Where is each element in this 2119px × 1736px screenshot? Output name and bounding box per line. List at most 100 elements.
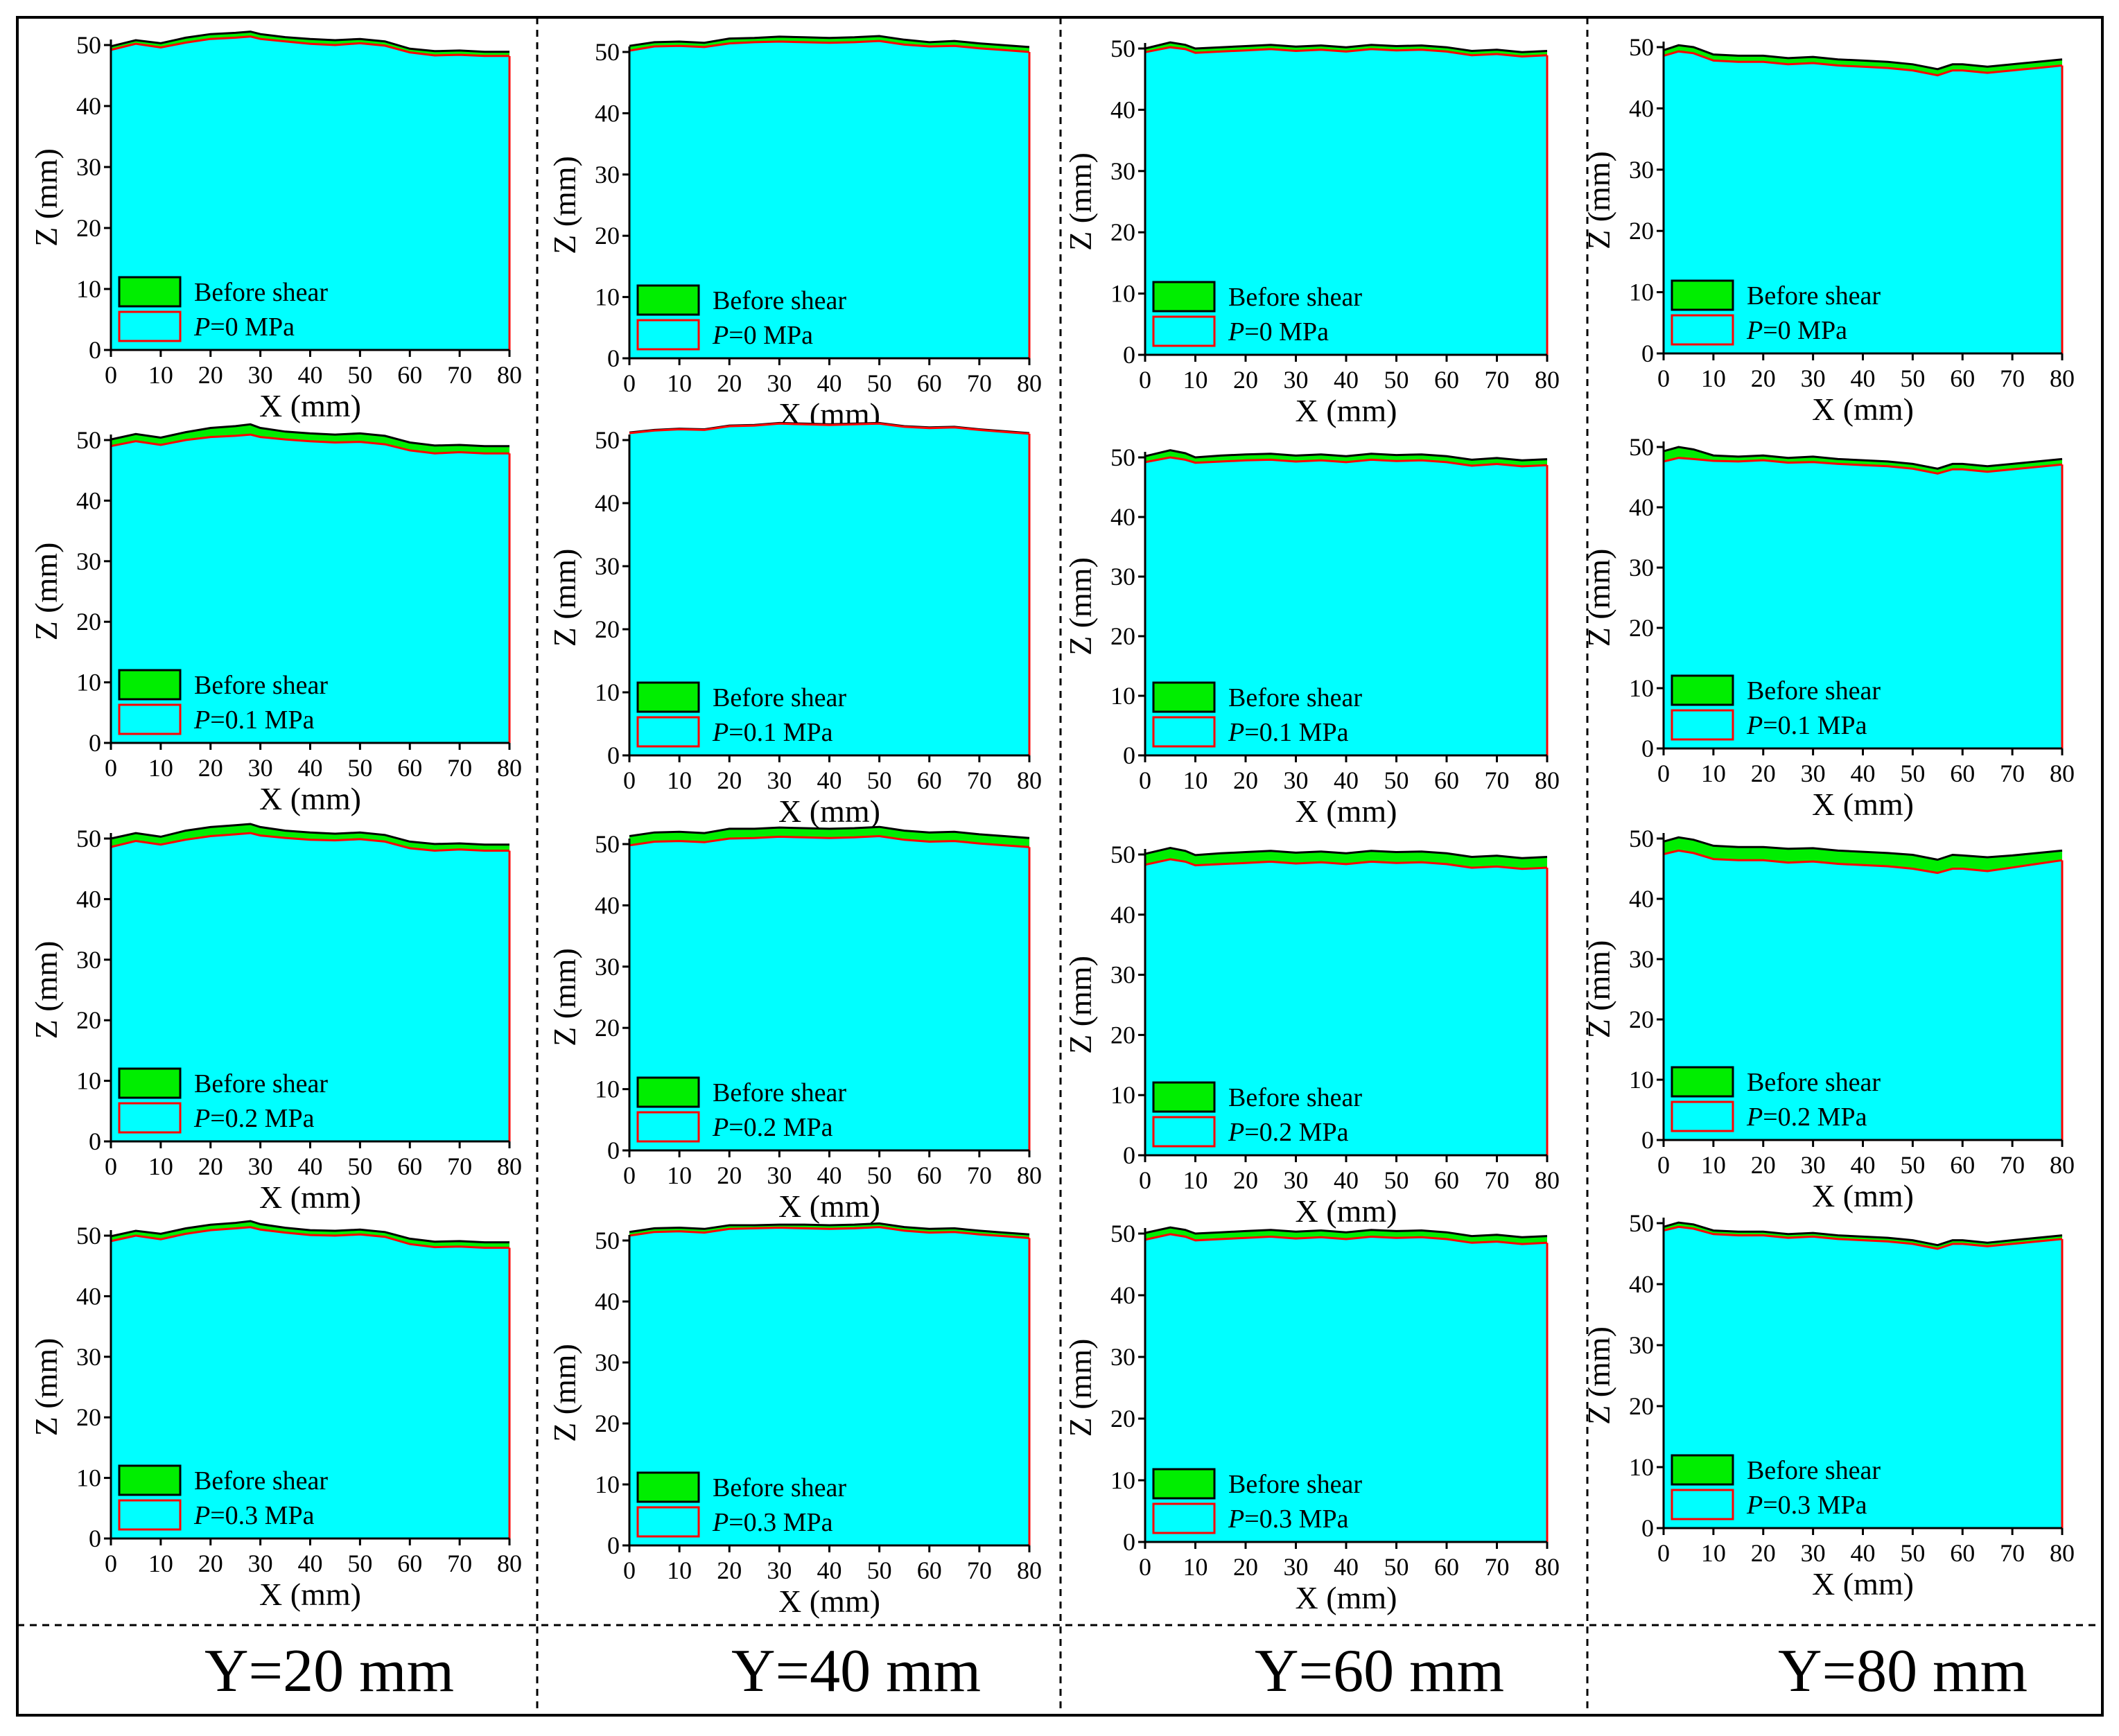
- before-shear-profile-line: [110, 30, 509, 53]
- x-tick-label: 0: [105, 1152, 117, 1180]
- before-shear-profile-line: [1663, 446, 2063, 470]
- column-labels: Y=20 mm Y=40 mm Y=60 mm Y=80 mm: [204, 1638, 2028, 1705]
- x-tick-label: 60: [1950, 365, 1975, 392]
- legend-pressure-symbol: P: [712, 1508, 729, 1537]
- y-tick-label: 10: [595, 1471, 620, 1498]
- y-axis-label: Z (mm): [1063, 956, 1098, 1054]
- x-tick-label: 80: [2050, 760, 2075, 787]
- legend-label-before: Before shear: [1747, 281, 1881, 310]
- y-tick-label: 30: [76, 1343, 101, 1371]
- y-axis-label: Z (mm): [1581, 940, 1616, 1039]
- x-tick-label: 50: [867, 766, 892, 794]
- after-shear-area: [1145, 457, 1547, 755]
- legend-pressure-symbol: P: [1746, 1103, 1763, 1132]
- y-tick-label: 0: [1641, 1126, 1654, 1154]
- y-axis-label: Z (mm): [1581, 549, 1616, 647]
- x-tick-label: 70: [967, 369, 992, 397]
- y-tick-label: 10: [1629, 279, 1654, 306]
- x-tick-label: 70: [2000, 1539, 2025, 1567]
- legend-label-after: P=0.1 MPa: [193, 705, 315, 735]
- legend-label-before: Before shear: [194, 671, 328, 700]
- legend-label-after: P=0.2 MPa: [193, 1104, 315, 1133]
- x-tick-label: 40: [298, 1152, 323, 1180]
- x-tick-label: 70: [2000, 365, 2025, 392]
- y-tick-label: 40: [595, 99, 620, 127]
- x-tick-label: 60: [1434, 366, 1459, 394]
- after-shear-area: [111, 833, 509, 1141]
- after-shear-area: [111, 1227, 509, 1538]
- legend-label-after: P=0.2 MPa: [1746, 1103, 1867, 1132]
- x-tick-label: 60: [397, 754, 422, 782]
- x-tick-label: 60: [917, 1557, 942, 1584]
- legend-pressure-value: =0.1 MPa: [210, 705, 314, 735]
- x-axis-label: X (mm): [1296, 794, 1397, 829]
- after-shear-profile-line: [629, 40, 1030, 53]
- y-tick-label: 40: [76, 486, 101, 514]
- x-tick-label: 60: [397, 1550, 422, 1577]
- y-tick-label: 30: [1629, 156, 1654, 184]
- x-tick-label: 50: [867, 1557, 892, 1584]
- y-tick-label: 30: [595, 1349, 620, 1376]
- y-axis-label: Z (mm): [28, 1338, 64, 1437]
- legend-pressure-value: =0 MPa: [1763, 316, 1847, 345]
- legend-swatch-before: [1671, 674, 1734, 706]
- after-shear-area: [629, 41, 1029, 358]
- x-tick-label: 10: [1183, 1166, 1208, 1194]
- x-axis-label: X (mm): [778, 1584, 880, 1619]
- x-tick-label: 30: [248, 1152, 273, 1180]
- legend-pressure-symbol: P: [1228, 317, 1244, 347]
- y-tick-label: 40: [76, 1282, 101, 1310]
- x-tick-label: 30: [767, 1557, 792, 1584]
- after-shear-area: [629, 423, 1029, 755]
- after-shear-profile-line: [1663, 849, 2063, 875]
- y-tick-label: 20: [76, 1006, 101, 1034]
- x-axis-label: X (mm): [259, 388, 361, 423]
- x-tick-label: 20: [717, 369, 742, 397]
- y-tick-label: 10: [1110, 280, 1135, 308]
- x-tick-label: 50: [1384, 766, 1409, 794]
- x-tick-label: 60: [1950, 1539, 1975, 1567]
- x-tick-label: 60: [1434, 766, 1459, 794]
- y-tick-label: 20: [1110, 218, 1135, 246]
- x-tick-label: 70: [1485, 1553, 1510, 1581]
- x-axis-label: X (mm): [259, 1577, 361, 1612]
- y-tick-label: 20: [595, 1014, 620, 1042]
- x-tick-label: 10: [148, 361, 173, 389]
- after-shear-area: [1664, 457, 2062, 748]
- legend-pressure-value: =0 MPa: [210, 313, 295, 342]
- x-tick-label: 80: [1535, 1553, 1560, 1581]
- x-tick-label: 70: [1485, 766, 1510, 794]
- x-tick-label: 50: [347, 1152, 372, 1180]
- y-axis-label: Z (mm): [547, 549, 582, 647]
- legend-swatch-after: [1152, 1502, 1216, 1534]
- x-tick-label: 70: [447, 1550, 472, 1577]
- legend-swatch-before: [636, 681, 700, 713]
- legend-swatch-before: [1152, 1468, 1216, 1500]
- x-tick-label: 40: [298, 361, 323, 389]
- x-tick-label: 70: [447, 361, 472, 389]
- legend-label-after: P=0.2 MPa: [1228, 1118, 1349, 1147]
- y-tick-label: 50: [1110, 1220, 1135, 1247]
- x-tick-label: 10: [1701, 365, 1726, 392]
- x-tick-label: 10: [667, 1161, 692, 1189]
- y-tick-label: 40: [1629, 94, 1654, 122]
- after-shear-area: [111, 435, 509, 743]
- x-tick-label: 0: [1139, 366, 1151, 394]
- after-shear-area: [1664, 850, 2062, 1140]
- legend-swatch-after: [1152, 315, 1216, 347]
- x-axis-label: X (mm): [778, 794, 880, 829]
- legend-pressure-symbol: P: [1746, 711, 1763, 740]
- y-tick-label: 30: [1110, 961, 1135, 989]
- y-tick-label: 20: [595, 1410, 620, 1437]
- y-tick-label: 20: [76, 214, 101, 242]
- legend-label-before: Before shear: [194, 278, 328, 307]
- legend-label-after: P=0.1 MPa: [1746, 711, 1867, 740]
- y-tick-label: 20: [1629, 614, 1654, 642]
- x-tick-label: 30: [1284, 1166, 1309, 1194]
- y-tick-label: 20: [1110, 622, 1135, 650]
- x-tick-label: 50: [867, 1161, 892, 1189]
- x-tick-label: 50: [1384, 366, 1409, 394]
